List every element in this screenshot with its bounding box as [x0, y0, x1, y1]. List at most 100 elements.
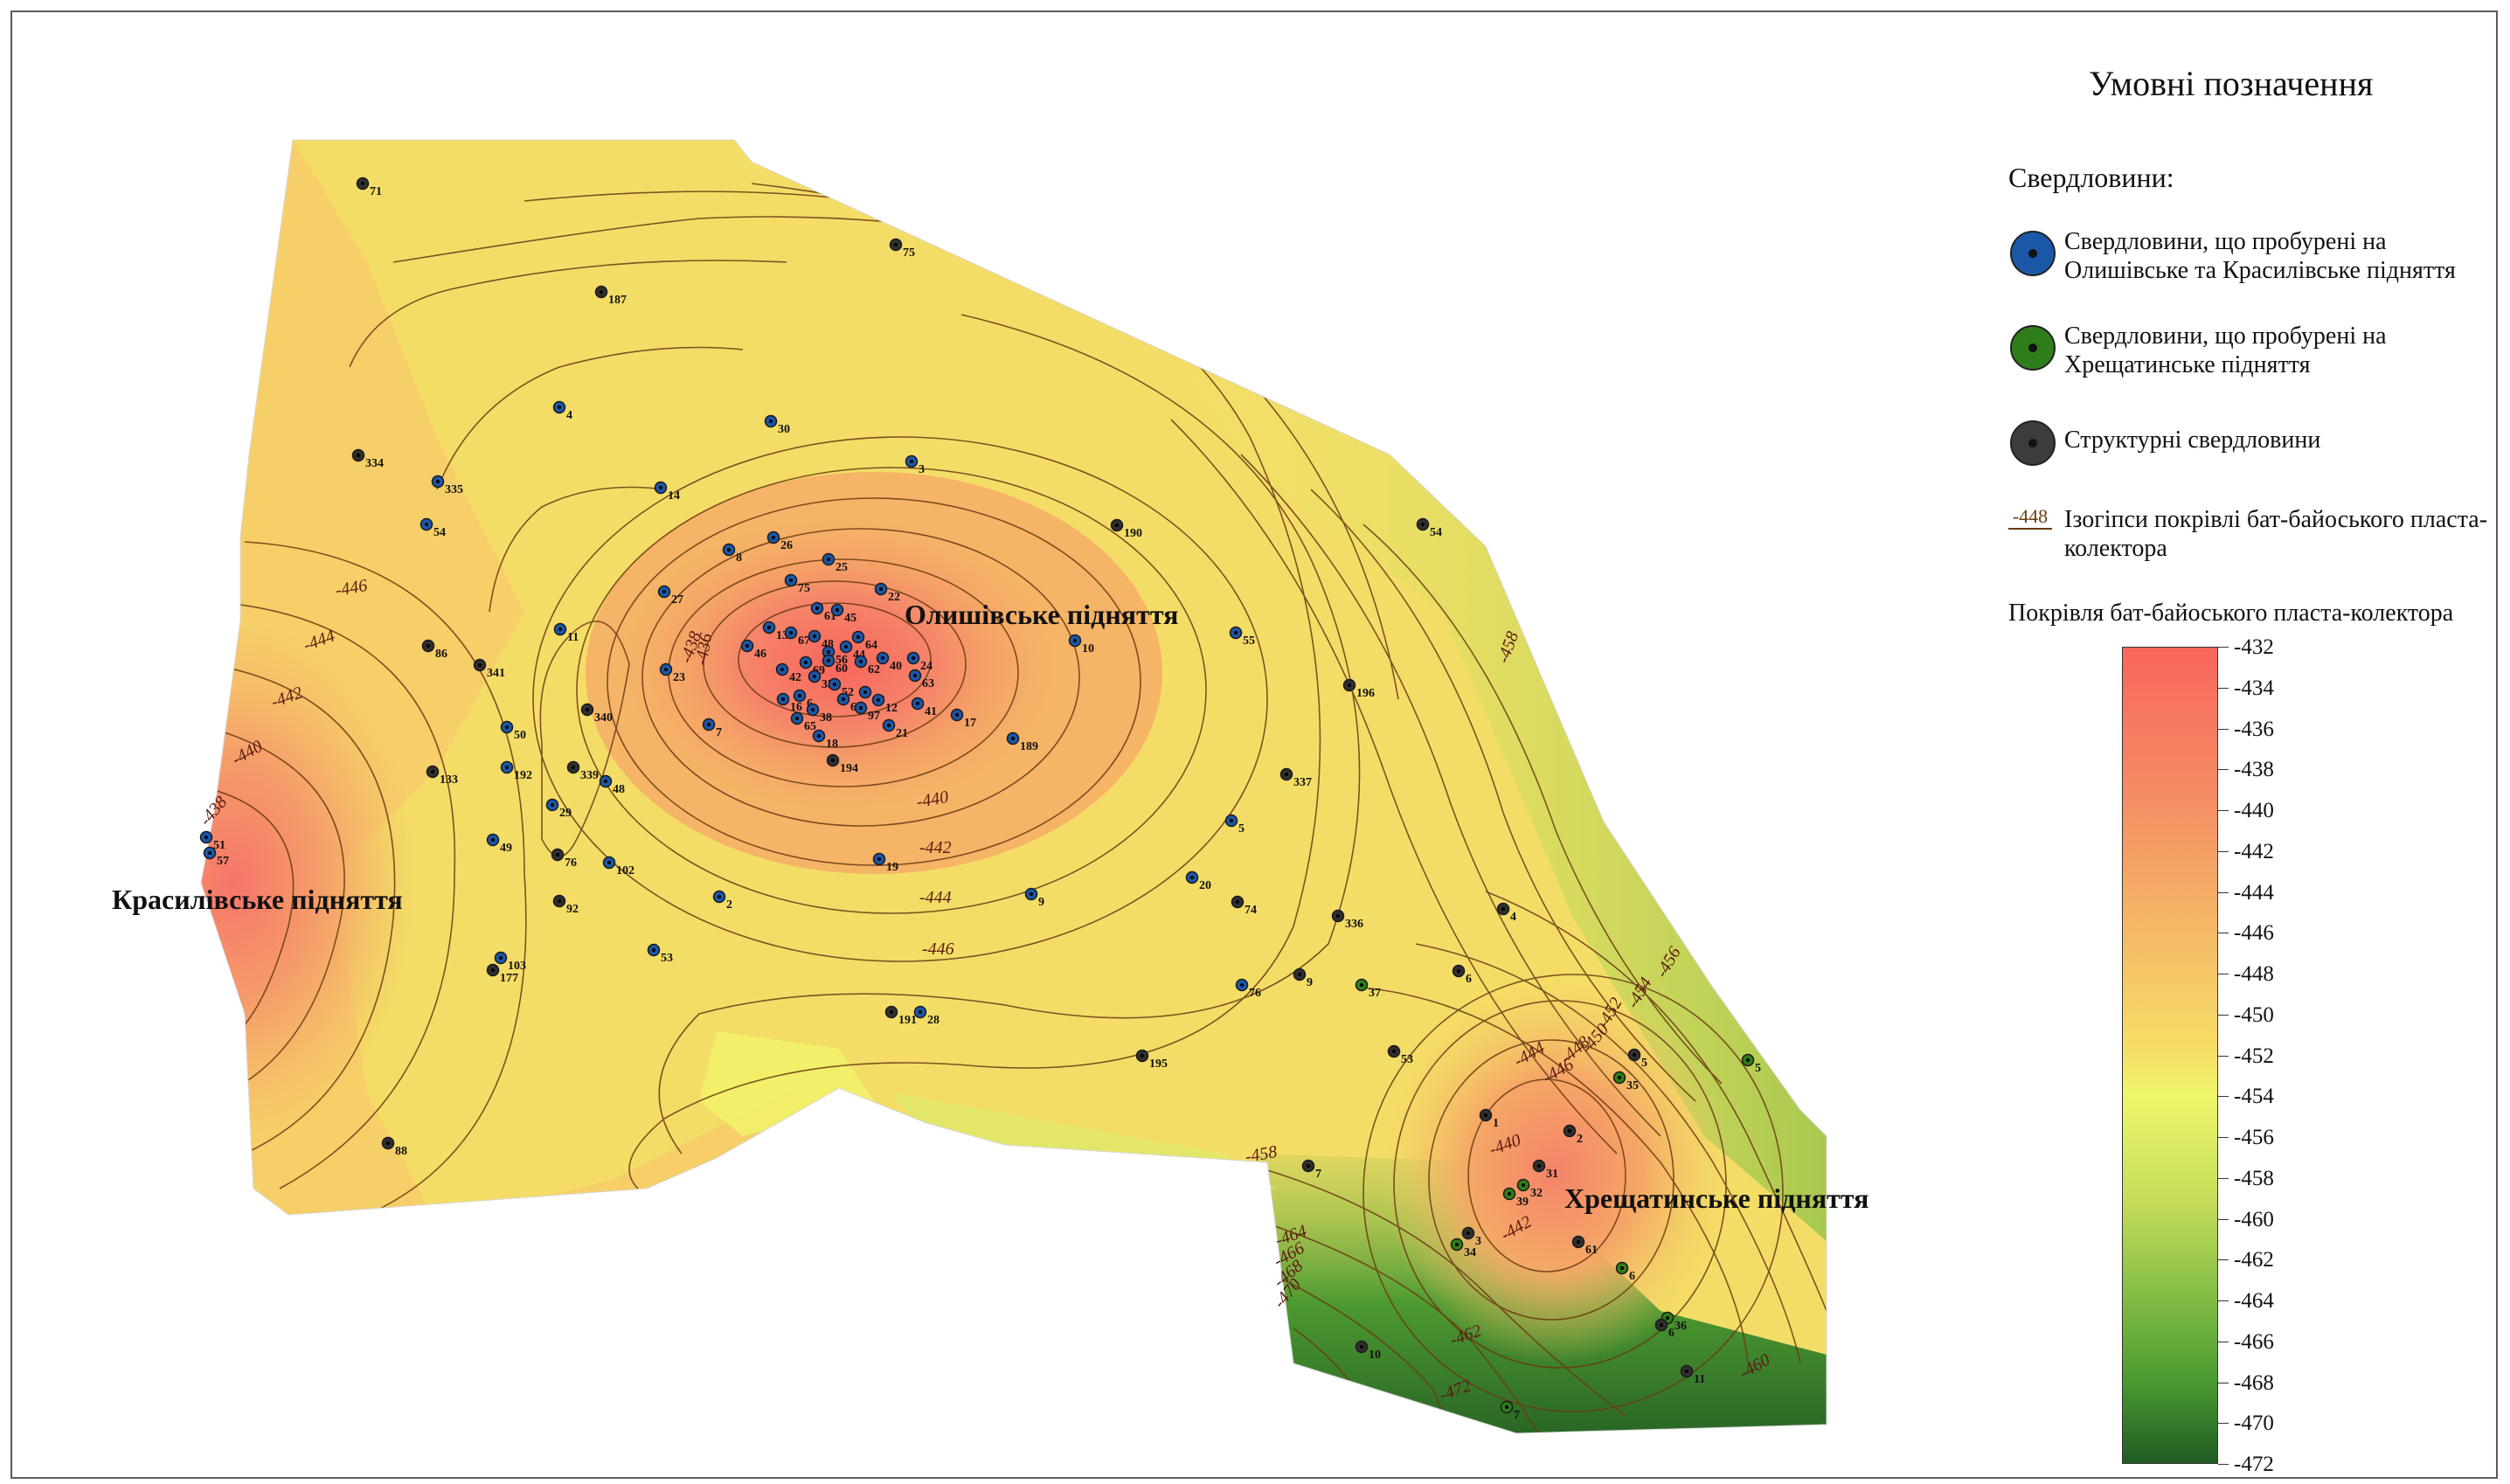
well-label: 65 [804, 720, 816, 733]
well-center-dot [707, 723, 711, 726]
well-structural: 74 [1231, 895, 1257, 917]
well-label: 195 [1149, 1058, 1168, 1071]
well-blue: 7 [702, 718, 722, 739]
well-label: 23 [673, 671, 685, 684]
well-blue: 30 [764, 414, 790, 436]
well-blue: 26 [766, 530, 793, 552]
well-center-dot [833, 683, 836, 686]
well-label: 48 [613, 783, 625, 796]
well-label: 54 [433, 526, 446, 539]
well-blue: 189 [1006, 732, 1038, 753]
well-label: 92 [566, 903, 579, 916]
well-center-dot [815, 607, 819, 610]
well-structural: 75 [889, 238, 915, 260]
well-blue: 2 [712, 890, 732, 912]
legend-item-label: Ізогіпси покрівлі бат-байоського пласта-… [2064, 506, 2488, 562]
well-structural: 4 [1496, 902, 1516, 924]
well-blue: 63 [908, 669, 934, 690]
well-center-dot [1522, 1183, 1525, 1187]
well-structural: 1 [1479, 1108, 1499, 1130]
well-label: 61 [1585, 1244, 1598, 1257]
well-blue: 46 [740, 639, 766, 661]
well-label: 189 [1020, 740, 1038, 753]
well-blue: 53 [647, 943, 673, 965]
well-label: 14 [668, 489, 680, 503]
colorbar-tick-mark [2218, 810, 2229, 811]
well-label: 86 [435, 648, 447, 661]
well-center-dot [955, 713, 959, 717]
well-center-dot [877, 857, 881, 861]
colorbar-tick-label: -440 [2234, 799, 2274, 822]
well-center-dot [1620, 1266, 1624, 1270]
well-center-dot [881, 656, 884, 660]
well-center-dot [842, 697, 845, 701]
well-center-dot [431, 770, 434, 773]
well-center-dot [1484, 1113, 1487, 1117]
well-structural: 336 [1331, 909, 1363, 931]
well-center-dot [1508, 1192, 1511, 1196]
well-center-dot [890, 1010, 893, 1014]
well-blue: 22 [874, 582, 900, 604]
well-blue: 5 [1224, 814, 1245, 836]
well-center-dot [558, 899, 561, 903]
structure-label: Красилівське підняття [112, 884, 403, 915]
well-label: 36 [1674, 1320, 1687, 1333]
well-center-dot [1633, 1053, 1636, 1057]
well-label: 7 [1514, 1409, 1520, 1422]
well-structural: 133 [426, 765, 458, 787]
well-structural: 7 [1301, 1159, 1321, 1181]
well-blue: 25 [822, 552, 848, 574]
well-blue: 102 [602, 856, 634, 877]
well-center-dot [1030, 892, 1033, 896]
well-center-dot [499, 956, 503, 960]
well-center-dot [1115, 524, 1119, 527]
well-label: 194 [840, 762, 858, 775]
well-blue: 11 [553, 622, 579, 644]
well-label: 4 [566, 409, 572, 422]
well-center-dot [767, 626, 771, 629]
well-label: 4 [1510, 911, 1516, 924]
well-label: 53 [1401, 1053, 1413, 1066]
well-label: 196 [1356, 687, 1375, 700]
well-label: 57 [217, 855, 229, 868]
well-blue: 54 [419, 517, 446, 539]
well-structural: 190 [1110, 518, 1142, 540]
colorbar-tick-mark [2218, 769, 2229, 771]
well-structural: 61 [1571, 1235, 1598, 1257]
well-label: 341 [487, 667, 505, 680]
well-blue: 48 [599, 774, 625, 796]
well-center-dot [558, 628, 562, 631]
well-blue: 192 [500, 760, 532, 782]
well-center-dot [745, 644, 749, 648]
well-center-dot [894, 243, 898, 246]
colorbar-tick-mark [2218, 728, 2229, 730]
well-center-dot [831, 759, 835, 762]
well-label: 336 [1345, 918, 1363, 931]
well-blue: 6 [793, 689, 813, 711]
colorbar-tick-label: -454 [2234, 1085, 2274, 1109]
well-blue: 69 [799, 655, 825, 677]
well-center-dot [491, 838, 495, 842]
well-center-dot [1307, 1164, 1310, 1168]
colorbar-tick-label: -468 [2234, 1370, 2274, 1395]
colorbar-tick-mark [2218, 850, 2229, 852]
well-label: 88 [395, 1145, 407, 1158]
well-green: 37 [1355, 978, 1381, 1000]
well-label: 2 [1577, 1133, 1583, 1146]
well-blue: 12 [871, 693, 898, 715]
well-label: 190 [1124, 527, 1142, 540]
well-center-dot [1666, 1316, 1669, 1320]
well-label: 29 [559, 807, 572, 820]
well-center-dot [1505, 1405, 1508, 1409]
well-blue: 335 [431, 475, 463, 496]
well-center-dot [827, 659, 830, 662]
well-label: 11 [567, 631, 579, 644]
colorbar-tick-mark [2218, 1137, 2229, 1138]
well-center-dot [781, 697, 785, 701]
well-blue: 23 [659, 662, 685, 684]
colorbar-tick-mark [2218, 1300, 2229, 1301]
structure-label: Олишівське підняття [905, 599, 1178, 630]
well-blue: 50 [500, 720, 526, 742]
well-center-dot [789, 631, 793, 635]
well-green: 32 [1516, 1178, 1543, 1200]
